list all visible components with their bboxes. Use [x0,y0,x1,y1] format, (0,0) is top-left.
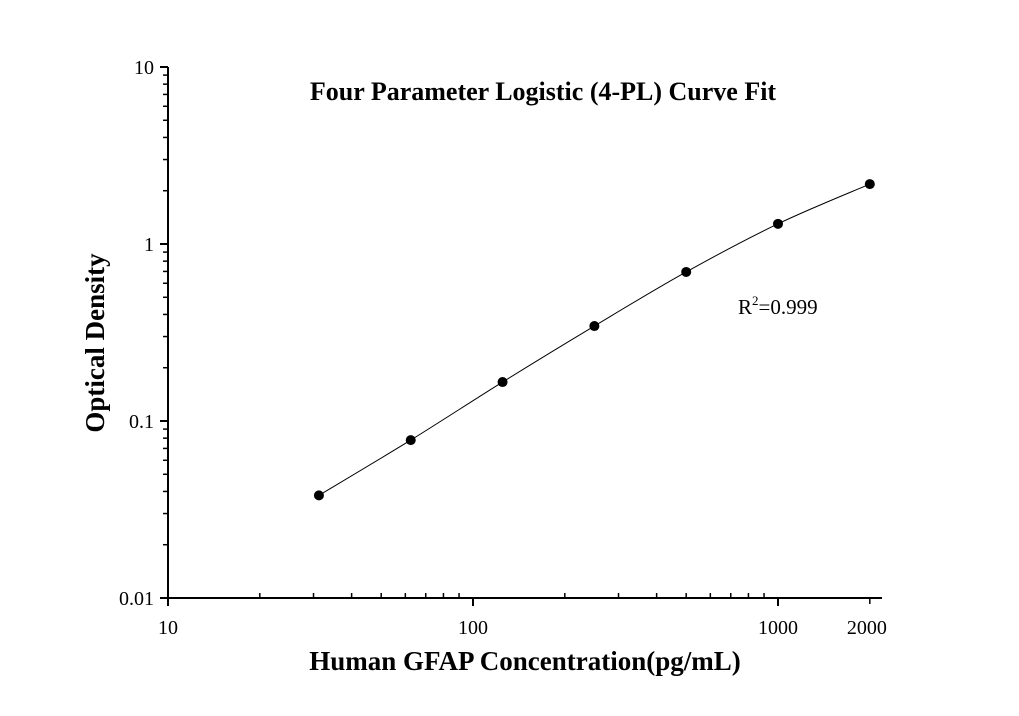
y-tick-label: 1 [144,234,154,256]
y-tick-label: 0.1 [129,411,154,433]
r-squared-annotation: R2=0.999 [738,293,818,319]
x-tick-label: 100 [458,617,488,639]
y-axis-title: Optical Density [80,253,110,433]
data-point [497,377,508,388]
data-point [313,490,324,501]
r-squared-value: =0.999 [759,295,818,319]
data-point [405,435,416,446]
fit-curve [318,183,871,496]
y-tick-label: 0.01 [119,588,154,610]
r-squared-base: R [738,295,752,319]
x-tick-label: 1000 [758,617,798,639]
chart-title: Four Parameter Logistic (4-PL) Curve Fit [310,77,777,106]
data-point [773,218,783,229]
x-axis-title: Human GFAP Concentration(pg/mL) [309,646,741,676]
y-tick-label: 10 [134,57,154,79]
data-point [589,321,600,332]
x-tick-label: 10 [158,617,178,639]
r-squared-superscript: 2 [752,293,759,308]
data-marks [313,179,875,501]
data-point [864,179,875,190]
axes: 10 100 1000 2000 0.01 0.1 1 10 [119,57,887,639]
data-point [681,266,692,277]
x-tick-label: 2000 [847,617,887,639]
